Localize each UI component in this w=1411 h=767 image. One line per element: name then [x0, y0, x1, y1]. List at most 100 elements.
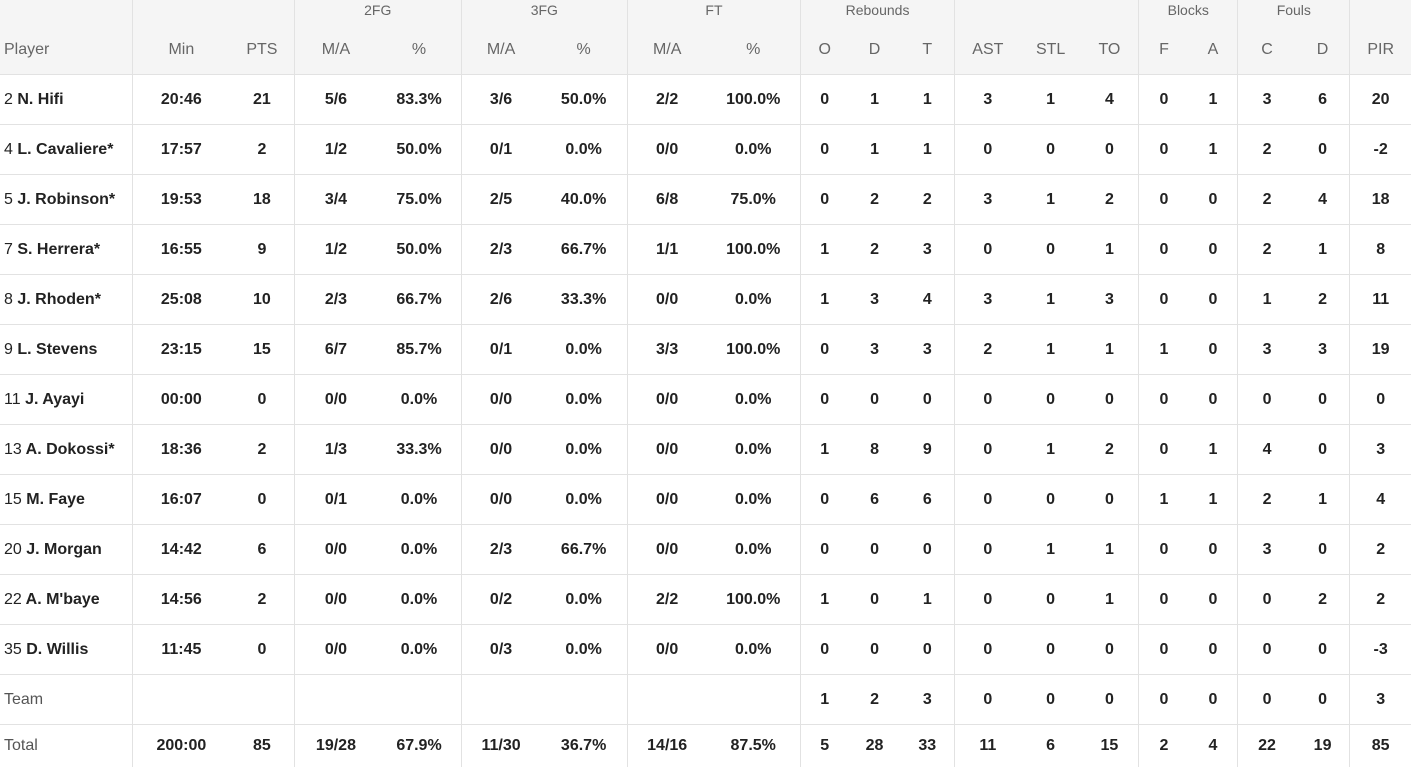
- stat-ft-ma: 2/2: [627, 75, 706, 125]
- stat-pts: [230, 675, 294, 725]
- stat-3fg-ma: 2/3: [461, 525, 540, 575]
- stat-2fg-ma: 1/2: [294, 225, 377, 275]
- stat-ft-ma: 1/1: [627, 225, 706, 275]
- stat-3fg-ma: 0/1: [461, 125, 540, 175]
- player-name[interactable]: M. Faye: [26, 491, 85, 508]
- player-name[interactable]: S. Herrera*: [17, 241, 100, 258]
- stat-stl: 0: [1021, 575, 1081, 625]
- stat-pir: 8: [1350, 225, 1411, 275]
- stat-ft-pct: 100.0%: [706, 575, 800, 625]
- player-number: 13: [4, 441, 22, 458]
- col-to[interactable]: TO: [1081, 26, 1139, 75]
- stat-foul-c: 3: [1238, 325, 1296, 375]
- player-name[interactable]: J. Ayayi: [25, 391, 84, 408]
- col-3fg-pct[interactable]: %: [540, 26, 627, 75]
- col-pir[interactable]: PIR: [1350, 26, 1411, 75]
- stat-stl: 0: [1021, 625, 1081, 675]
- stat-foul-c: 0: [1238, 375, 1296, 425]
- player-name[interactable]: J. Robinson*: [17, 191, 115, 208]
- stat-ft-ma: 0/0: [627, 475, 706, 525]
- stat-blk-f: 0: [1139, 625, 1189, 675]
- player-number: 35: [4, 641, 22, 658]
- col-reb-d[interactable]: D: [849, 26, 901, 75]
- player-name[interactable]: D. Willis: [26, 641, 88, 658]
- stat-2fg-pct: 0.0%: [377, 475, 461, 525]
- stat-2fg-pct: 83.3%: [377, 75, 461, 125]
- stat-ast: 0: [955, 125, 1021, 175]
- stat-to: 0: [1081, 125, 1139, 175]
- stat-foul-d: 19: [1296, 725, 1350, 767]
- col-ft-pct[interactable]: %: [706, 26, 800, 75]
- stat-3fg-pct: 66.7%: [540, 525, 627, 575]
- stat-foul-d: 2: [1296, 575, 1350, 625]
- col-stl[interactable]: STL: [1021, 26, 1081, 75]
- stat-reb-t: 1: [901, 575, 955, 625]
- stat-min: 11:45: [132, 625, 230, 675]
- stat-2fg-ma: 0/0: [294, 375, 377, 425]
- player-number: 7: [4, 241, 13, 258]
- stat-3fg-ma: 3/6: [461, 75, 540, 125]
- col-ast[interactable]: AST: [955, 26, 1021, 75]
- stat-min: 00:00: [132, 375, 230, 425]
- stat-2fg-pct: [377, 675, 461, 725]
- stat-reb-o: 0: [801, 375, 849, 425]
- stat-ft-ma: [627, 675, 706, 725]
- player-name[interactable]: L. Cavaliere*: [17, 141, 113, 158]
- col-min[interactable]: Min: [132, 26, 230, 75]
- col-3fg-ma[interactable]: M/A: [461, 26, 540, 75]
- stat-pir: 20: [1350, 75, 1411, 125]
- stat-3fg-ma: 11/30: [461, 725, 540, 767]
- stat-3fg-ma: [461, 675, 540, 725]
- stat-reb-d: 0: [849, 575, 901, 625]
- col-blk-a[interactable]: A: [1189, 26, 1238, 75]
- stat-pts: 21: [230, 75, 294, 125]
- col-foul-d[interactable]: D: [1296, 26, 1350, 75]
- stat-blk-a: 1: [1189, 75, 1238, 125]
- stat-ft-pct: 0.0%: [706, 125, 800, 175]
- stat-reb-d: 8: [849, 425, 901, 475]
- player-name[interactable]: A. M'baye: [26, 591, 100, 608]
- stat-3fg-ma: 0/0: [461, 475, 540, 525]
- stat-pir: 3: [1350, 675, 1411, 725]
- col-player[interactable]: Player: [0, 26, 132, 75]
- col-reb-o[interactable]: O: [801, 26, 849, 75]
- col-pts[interactable]: PTS: [230, 26, 294, 75]
- stat-min: 25:08: [132, 275, 230, 325]
- stat-reb-o: 1: [801, 425, 849, 475]
- stat-stl: 1: [1021, 175, 1081, 225]
- stat-ast: 0: [955, 225, 1021, 275]
- stat-to: 1: [1081, 225, 1139, 275]
- stat-reb-t: 1: [901, 75, 955, 125]
- stat-stl: 1: [1021, 525, 1081, 575]
- col-blk-f[interactable]: F: [1139, 26, 1189, 75]
- stat-min: 16:07: [132, 475, 230, 525]
- col-ft-ma[interactable]: M/A: [627, 26, 706, 75]
- col-2fg-ma[interactable]: M/A: [294, 26, 377, 75]
- stat-reb-d: 0: [849, 525, 901, 575]
- stat-2fg-pct: 33.3%: [377, 425, 461, 475]
- table-header: 2FG 3FG FT Rebounds Blocks Fouls Player …: [0, 0, 1411, 75]
- stat-3fg-pct: 66.7%: [540, 225, 627, 275]
- stat-pts: 0: [230, 475, 294, 525]
- player-name[interactable]: L. Stevens: [17, 341, 97, 358]
- stat-pir: 85: [1350, 725, 1411, 767]
- stat-foul-c: 22: [1238, 725, 1296, 767]
- col-reb-t[interactable]: T: [901, 26, 955, 75]
- player-number: 15: [4, 491, 22, 508]
- stat-ft-pct: 100.0%: [706, 75, 800, 125]
- col-foul-c[interactable]: C: [1238, 26, 1296, 75]
- stat-to: 0: [1081, 475, 1139, 525]
- stat-foul-c: 2: [1238, 475, 1296, 525]
- stat-ft-ma: 0/0: [627, 525, 706, 575]
- player-name[interactable]: J. Rhoden*: [17, 291, 101, 308]
- player-name[interactable]: J. Morgan: [26, 541, 102, 558]
- player-name[interactable]: N. Hifi: [17, 91, 63, 108]
- stat-reb-t: 2: [901, 175, 955, 225]
- stat-to: 3: [1081, 275, 1139, 325]
- col-2fg-pct[interactable]: %: [377, 26, 461, 75]
- stat-reb-d: 3: [849, 275, 901, 325]
- player-name[interactable]: A. Dokossi*: [26, 441, 115, 458]
